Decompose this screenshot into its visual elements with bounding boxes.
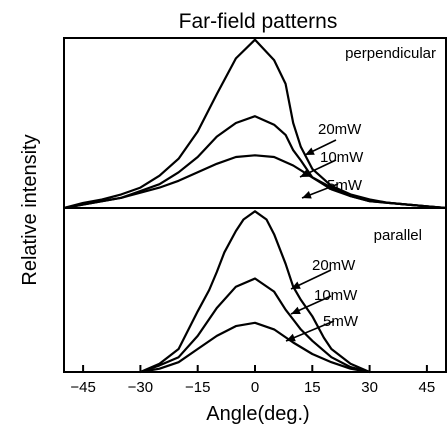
arrow-head-perpendicular-10mW [300, 169, 310, 177]
x-tick-label: −30 [128, 379, 153, 396]
series-label-parallel-5mW: 5mW [323, 313, 359, 330]
arrow-head-parallel-20mW [291, 281, 301, 289]
panel-label-perpendicular: perpendicular [345, 45, 436, 62]
arrow-head-perpendicular-5mW [302, 191, 312, 199]
panel-label-parallel: parallel [374, 227, 422, 244]
series-line-parallel-10mW [140, 277, 370, 374]
x-tick-label: 45 [419, 379, 436, 396]
chart-title: Far-field patterns [179, 10, 338, 33]
series-line-perpendicular-5mW [63, 154, 447, 210]
x-tick-label: 30 [361, 379, 378, 396]
series-label-parallel-10mW: 10mW [314, 287, 358, 304]
x-tick-label: −15 [185, 379, 210, 396]
x-tick-label: 15 [304, 379, 321, 396]
y-axis-label: Relative intensity [19, 134, 41, 285]
series-line-parallel-5mW [140, 321, 370, 374]
series-label-perpendicular-20mW: 20mW [318, 121, 362, 138]
x-tick-label: −45 [70, 379, 95, 396]
panel-frame-perpendicular [63, 37, 447, 209]
series-line-parallel-20mW [139, 210, 371, 374]
series-label-perpendicular-5mW: 5mW [327, 177, 363, 194]
arrow-head-parallel-10mW [291, 306, 301, 314]
x-tick-label: 0 [251, 379, 259, 396]
arrow-head-perpendicular-20mW [305, 147, 315, 155]
series-line-perpendicular-20mW [63, 38, 447, 210]
arrow-head-parallel-5mW [286, 333, 296, 342]
series-label-perpendicular-10mW: 10mW [320, 149, 364, 166]
x-axis-label: Angle(deg.) [206, 403, 309, 425]
series-label-parallel-20mW: 20mW [312, 257, 356, 274]
